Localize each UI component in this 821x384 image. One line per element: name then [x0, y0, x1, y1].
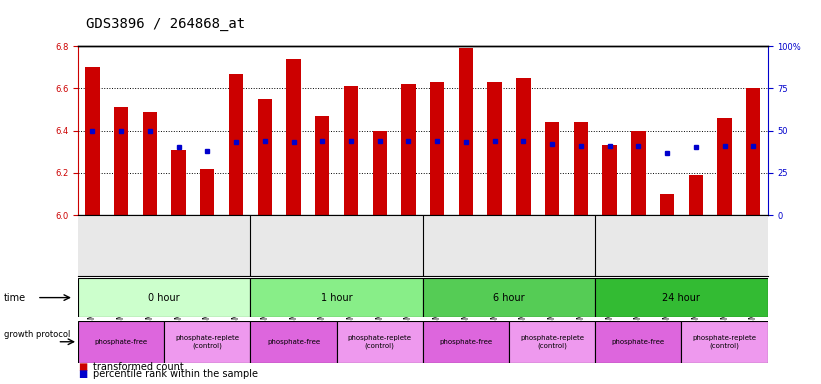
Bar: [250, 321, 337, 363]
Bar: [660, 194, 674, 215]
Bar: [689, 175, 703, 215]
Bar: [143, 111, 157, 215]
Bar: [603, 145, 617, 215]
Bar: [423, 278, 595, 317]
Bar: [459, 48, 473, 215]
Text: GDS3896 / 264868_at: GDS3896 / 264868_at: [86, 17, 245, 31]
Bar: [337, 321, 423, 363]
Bar: [516, 78, 530, 215]
Text: 6 hour: 6 hour: [493, 293, 525, 303]
Bar: [373, 131, 387, 215]
Bar: [164, 321, 250, 363]
Bar: [85, 67, 99, 215]
Bar: [250, 278, 423, 317]
Bar: [718, 118, 732, 215]
Bar: [258, 99, 272, 215]
Text: phosphate-free: phosphate-free: [439, 339, 493, 345]
Bar: [229, 73, 243, 215]
Text: ■: ■: [78, 362, 87, 372]
Bar: [631, 131, 645, 215]
Text: time: time: [4, 293, 26, 303]
Bar: [200, 169, 214, 215]
Bar: [430, 82, 444, 215]
Bar: [315, 116, 329, 215]
Bar: [595, 278, 768, 317]
Text: 1 hour: 1 hour: [321, 293, 352, 303]
Text: percentile rank within the sample: percentile rank within the sample: [93, 369, 258, 379]
Text: 0 hour: 0 hour: [149, 293, 180, 303]
Bar: [172, 150, 186, 215]
Bar: [574, 122, 588, 215]
Text: phosphate-free: phosphate-free: [612, 339, 665, 345]
Text: phosphate-replete
(control): phosphate-replete (control): [693, 335, 756, 349]
Text: phosphate-replete
(control): phosphate-replete (control): [348, 335, 411, 349]
Bar: [746, 88, 760, 215]
Bar: [78, 321, 164, 363]
Bar: [488, 82, 502, 215]
Text: phosphate-free: phosphate-free: [94, 339, 148, 345]
Bar: [114, 107, 128, 215]
Bar: [545, 122, 559, 215]
Bar: [595, 321, 681, 363]
Bar: [401, 84, 415, 215]
Text: transformed count: transformed count: [93, 362, 184, 372]
Text: growth protocol: growth protocol: [4, 329, 71, 339]
Bar: [344, 86, 358, 215]
Bar: [423, 321, 509, 363]
Bar: [681, 321, 768, 363]
Text: phosphate-replete
(control): phosphate-replete (control): [176, 335, 239, 349]
Text: ■: ■: [78, 369, 87, 379]
Bar: [78, 278, 250, 317]
Bar: [509, 321, 595, 363]
Text: 24 hour: 24 hour: [663, 293, 700, 303]
Bar: [287, 59, 300, 215]
Text: phosphate-free: phosphate-free: [267, 339, 320, 345]
Text: phosphate-replete
(control): phosphate-replete (control): [521, 335, 584, 349]
